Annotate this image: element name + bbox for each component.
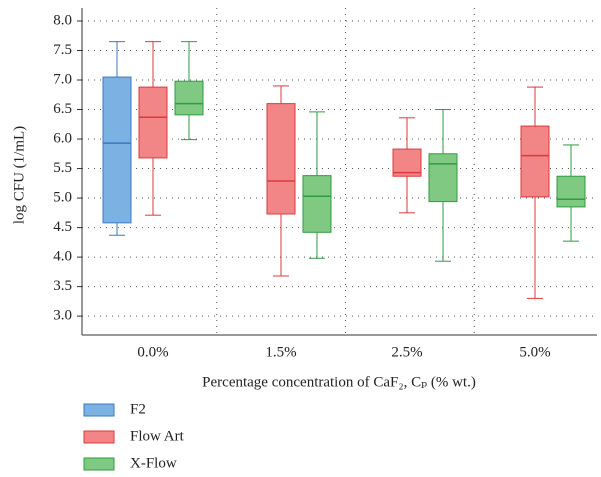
- y-axis-label: log CFU (1/mL): [11, 126, 27, 224]
- x-tick-label: 2.5%: [391, 344, 422, 360]
- y-tick-label: 4.5: [53, 219, 72, 235]
- x-tick-label: 0.0%: [137, 344, 168, 360]
- legend-swatch: [83, 403, 115, 417]
- x-tick-label: 5.0%: [519, 344, 550, 360]
- y-tick-label: 3.0: [53, 308, 72, 324]
- y-tick-label: 4.0: [53, 249, 72, 265]
- y-tick-label: 7.5: [53, 42, 72, 58]
- box: [266, 103, 296, 215]
- y-tick-label: 3.5: [53, 278, 72, 294]
- legend-swatch: [83, 430, 115, 444]
- legend-swatch: [83, 457, 115, 471]
- y-tick-label: 6.0: [53, 130, 72, 146]
- x-tick-label: 1.5%: [265, 344, 296, 360]
- box: [428, 153, 458, 203]
- y-tick-label: 6.5: [53, 101, 72, 117]
- box: [138, 86, 168, 159]
- box: [174, 80, 204, 116]
- y-tick-label: 5.0: [53, 189, 72, 205]
- box: [102, 76, 132, 224]
- y-tick-label: 8.0: [53, 12, 72, 28]
- y-tick-label: 5.5: [53, 160, 72, 176]
- box: [556, 175, 586, 208]
- legend-label: X-Flow: [130, 455, 177, 471]
- box: [302, 175, 332, 233]
- x-axis-label: Percentage concentration of CaF₂, Cₚ (% …: [202, 374, 476, 390]
- legend-label: Flow Art: [130, 428, 185, 444]
- y-tick-label: 7.0: [53, 71, 72, 87]
- box: [392, 148, 422, 177]
- box: [520, 125, 550, 198]
- legend-label: F2: [130, 401, 146, 417]
